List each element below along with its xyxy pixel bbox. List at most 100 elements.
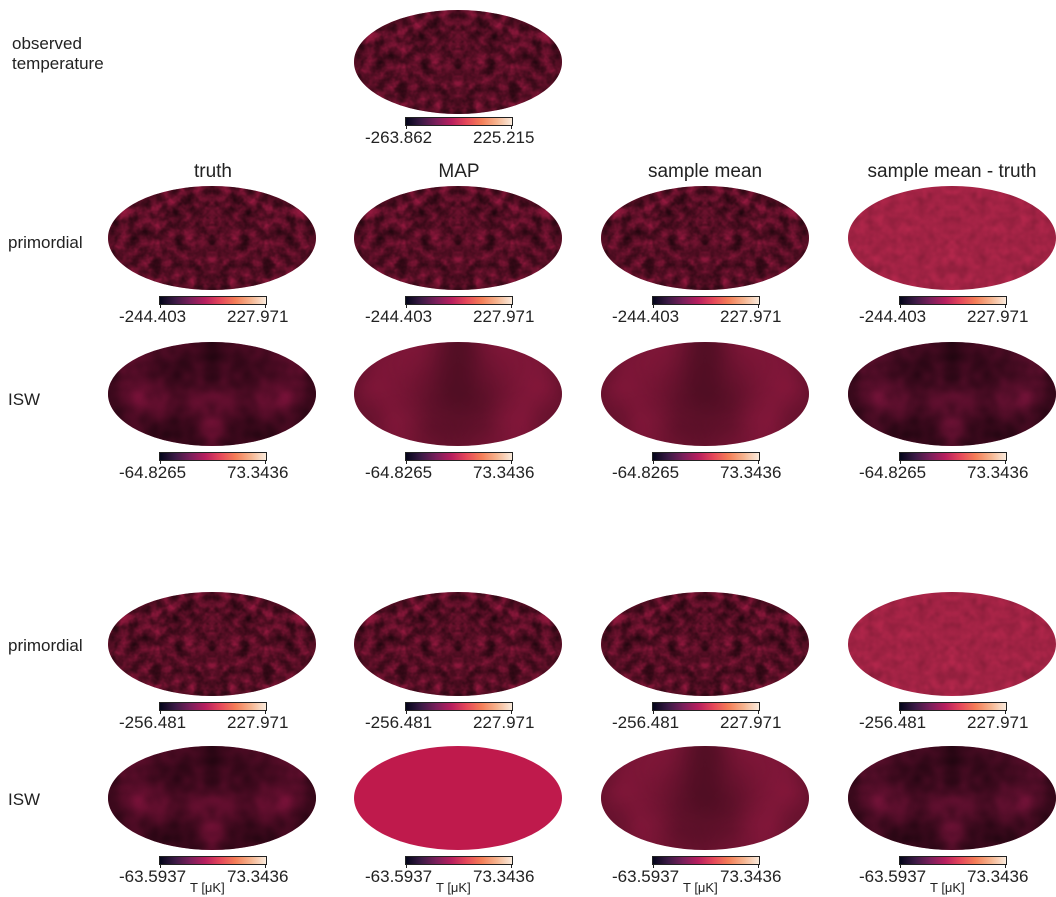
colorbar-tick: [160, 304, 161, 308]
colorbar-tick: [511, 125, 512, 129]
colorbar-tick: [758, 710, 759, 714]
colorbar-gradient: [405, 117, 513, 129]
colorbar-max-label: 73.3436: [720, 867, 782, 886]
colorbar-tick: [653, 460, 654, 464]
colorbar-max-label: 73.3436: [473, 463, 535, 482]
colorbar-min-label: -64.8265: [859, 463, 927, 482]
colorbar-min-label: -63.5937: [859, 867, 927, 886]
colorbar-gradient: [899, 296, 1007, 308]
colorbar-gradient: [899, 452, 1007, 464]
colorbar-gradient: [899, 702, 1007, 714]
colorbar-tick: [265, 864, 266, 868]
colorbar-tick: [653, 304, 654, 308]
colorbar-tick: [265, 460, 266, 464]
colorbar-min-label: -256.481: [612, 713, 680, 732]
colorbar-tick: [406, 304, 407, 308]
colorbar-unit-label: T [μK]: [190, 880, 225, 895]
colorbar-min-label: -244.403: [119, 307, 187, 326]
colorbar-tick: [511, 864, 512, 868]
colorbar-gradient: [405, 856, 513, 868]
primordial-2-map-map: [354, 592, 562, 696]
colorbar-max-label: 73.3436: [967, 867, 1029, 886]
colorbar-gradient: [652, 452, 760, 464]
primordial-1-truth-map: [108, 186, 316, 290]
isw-1-map-map: [354, 342, 562, 446]
col-header-sample-mean-minus-truth: sample mean - truth: [867, 161, 1037, 182]
primordial-2-sample-mean-minus-truth-map: [848, 592, 1056, 696]
colorbar-unit-label: T [μK]: [436, 880, 471, 895]
colorbar-tick: [406, 460, 407, 464]
colorbar-tick: [1005, 710, 1006, 714]
colorbar-max-label: 227.971: [967, 713, 1029, 732]
isw-2-sample-mean-map: [601, 746, 809, 850]
primordial-1-sample-mean-minus-truth-map: [848, 186, 1056, 290]
colorbar-min-label: -244.403: [612, 307, 680, 326]
colorbar-tick: [758, 304, 759, 308]
colorbar-gradient: [405, 702, 513, 714]
colorbar-gradient: [652, 856, 760, 868]
colorbar-gradient: [159, 452, 267, 464]
colorbar-tick: [1005, 460, 1006, 464]
row-label-isw-1: ISW: [8, 390, 41, 409]
isw-2-sample-mean-minus-truth-map: [848, 746, 1056, 850]
colorbar-min-label: -263.862: [365, 128, 433, 147]
isw-1-truth-map: [108, 342, 316, 446]
colorbar-tick: [758, 460, 759, 464]
colorbar-min-label: -256.481: [365, 713, 433, 732]
colorbar-max-label: 227.971: [227, 307, 289, 326]
colorbar-tick: [758, 864, 759, 868]
colorbar-tick: [160, 864, 161, 868]
colorbar-tick: [653, 864, 654, 868]
colorbar-min-label: -244.403: [859, 307, 927, 326]
colorbar-tick: [160, 710, 161, 714]
colorbar-gradient: [159, 296, 267, 308]
colorbar-tick: [406, 710, 407, 714]
colorbar-tick: [653, 710, 654, 714]
primordial-1-map-map: [354, 186, 562, 290]
primordial-1-sample-mean-map: [601, 186, 809, 290]
colorbar-tick: [1005, 864, 1006, 868]
row-label-primordial-1: primordial: [8, 233, 83, 252]
colorbar-tick: [265, 710, 266, 714]
isw-1-sample-mean-minus-truth-map: [848, 342, 1056, 446]
colorbar-gradient: [652, 296, 760, 308]
colorbar-gradient: [652, 702, 760, 714]
observed-temperature-label: observed temperature: [12, 34, 104, 74]
colorbar-max-label: 227.971: [473, 713, 535, 732]
colorbar-unit-label: T [μK]: [930, 880, 965, 895]
observed-label-line1: observed: [12, 34, 82, 53]
col-header-truth: truth: [193, 161, 233, 182]
row-label-isw-2: ISW: [8, 790, 41, 809]
colorbar-gradient: [159, 856, 267, 868]
observed-label-line2: temperature: [12, 54, 104, 73]
colorbar-tick: [900, 304, 901, 308]
colorbar-max-label: 73.3436: [720, 463, 782, 482]
col-header-map: MAP: [438, 161, 480, 182]
colorbar-min-label: -63.5937: [365, 867, 433, 886]
colorbar-min-label: -64.8265: [365, 463, 433, 482]
colorbar-tick: [511, 460, 512, 464]
colorbar-max-label: 227.971: [720, 713, 782, 732]
colorbar-min-label: -64.8265: [119, 463, 187, 482]
primordial-2-truth-map: [108, 592, 316, 696]
colorbar-max-label: 225.215: [473, 128, 535, 147]
colorbar-gradient: [405, 296, 513, 308]
colorbar-min-label: -256.481: [859, 713, 927, 732]
colorbar-tick: [265, 304, 266, 308]
primordial-2-sample-mean-map: [601, 592, 809, 696]
colorbar-unit-label: T [μK]: [683, 880, 718, 895]
col-header-sample-mean: sample mean: [647, 161, 763, 182]
colorbar-max-label: 227.971: [227, 713, 289, 732]
colorbar-tick: [511, 710, 512, 714]
colorbar-tick: [900, 864, 901, 868]
isw-1-sample-mean-map: [601, 342, 809, 446]
colorbar-gradient: [159, 702, 267, 714]
colorbar-tick: [900, 710, 901, 714]
colorbar-tick: [900, 460, 901, 464]
colorbar-max-label: 227.971: [473, 307, 535, 326]
isw-2-truth-map: [108, 746, 316, 850]
row-label-primordial-2: primordial: [8, 636, 83, 655]
isw-2-map-map: [354, 746, 562, 850]
colorbar-gradient: [405, 452, 513, 464]
colorbar-min-label: -64.8265: [612, 463, 680, 482]
